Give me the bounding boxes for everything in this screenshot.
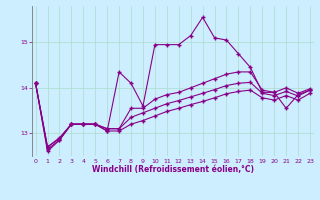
X-axis label: Windchill (Refroidissement éolien,°C): Windchill (Refroidissement éolien,°C) [92, 165, 254, 174]
